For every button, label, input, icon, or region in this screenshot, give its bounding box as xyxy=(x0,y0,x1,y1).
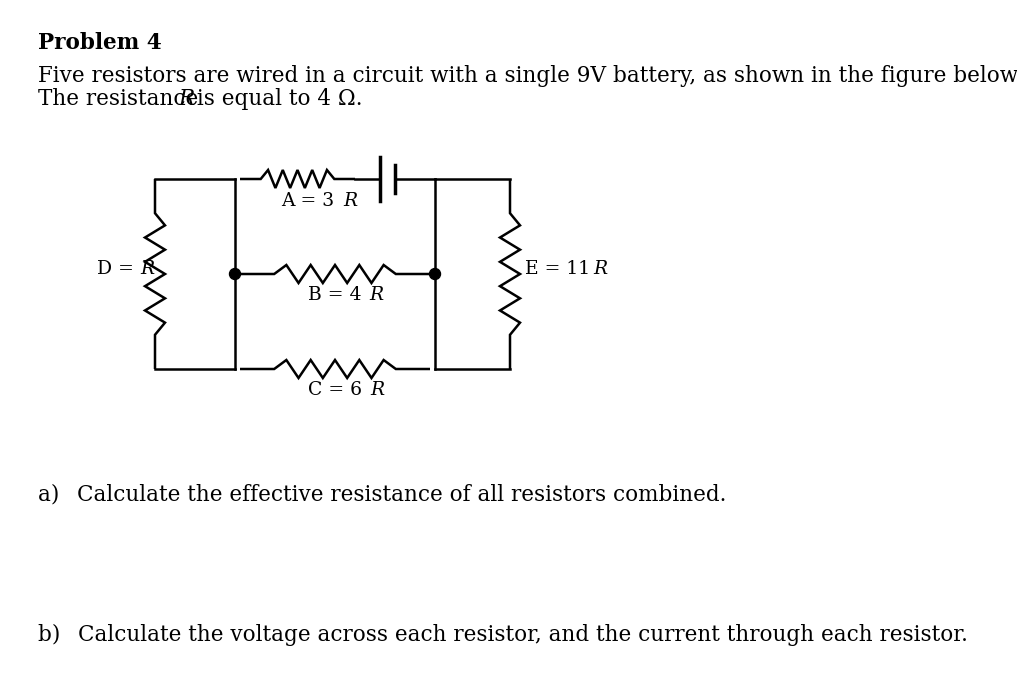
Text: b)  Calculate the voltage across each resistor, and the current through each res: b) Calculate the voltage across each res… xyxy=(38,624,968,646)
Text: The resistance: The resistance xyxy=(38,88,205,110)
Text: R: R xyxy=(178,88,194,110)
Text: A = 3: A = 3 xyxy=(281,192,334,210)
Text: E = 11: E = 11 xyxy=(525,260,590,278)
Text: Five resistors are wired in a circuit with a single 9V battery, as shown in the : Five resistors are wired in a circuit wi… xyxy=(38,65,1017,87)
Text: R: R xyxy=(140,260,155,278)
Text: D =: D = xyxy=(98,260,140,278)
Text: C = 6: C = 6 xyxy=(308,381,362,399)
Text: R: R xyxy=(344,192,358,210)
Circle shape xyxy=(230,268,240,280)
Text: a)  Calculate the effective resistance of all resistors combined.: a) Calculate the effective resistance of… xyxy=(38,484,726,506)
Text: R: R xyxy=(369,286,383,304)
Text: R: R xyxy=(593,260,607,278)
Text: Problem 4: Problem 4 xyxy=(38,32,162,54)
Text: R: R xyxy=(370,381,384,399)
Text: B = 4: B = 4 xyxy=(308,286,362,304)
Text: is equal to 4 Ω.: is equal to 4 Ω. xyxy=(190,88,362,110)
Circle shape xyxy=(429,268,440,280)
